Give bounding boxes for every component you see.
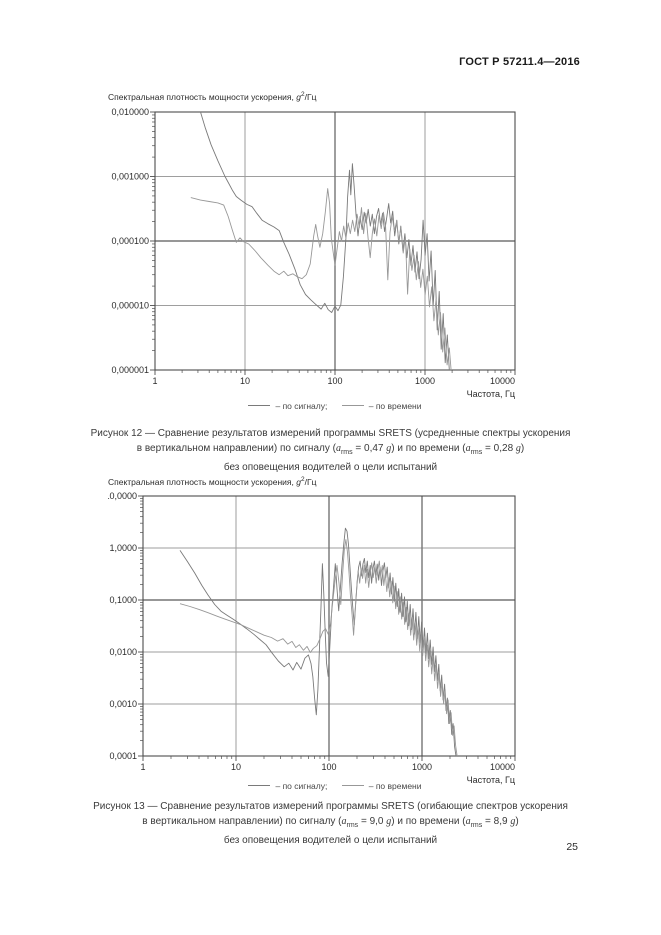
chart-title-figure-12: Спектральная плотность мощности ускорени… xyxy=(108,91,317,102)
chart-title-figure-13: Спектральная плотность мощности ускорени… xyxy=(108,476,317,487)
minor-ticks xyxy=(152,114,512,373)
caption-line-3: без оповещения водителей о цели испытани… xyxy=(223,462,438,473)
psd-chart-figure-12: 1 10 100 1000 10000 0,010000 0,001000 0,000100 0… xyxy=(111,107,516,399)
legend-label-signal: – по сигналу; xyxy=(275,401,328,411)
caption-line-1: Рисунок 13 — Сравнение результатов измер… xyxy=(93,801,568,812)
x-axis-label: Частота, Гц xyxy=(467,775,515,785)
series-line-signal xyxy=(179,527,457,757)
legend-label-time: – по времени xyxy=(368,401,422,411)
caption-figure-12: Рисунок 12 — Сравнение результатов измер… xyxy=(40,426,621,475)
legend-label-time: – по времени xyxy=(368,781,422,791)
tick-labels: 1 10 100 1000 10000 10,0000 1,0000 0,1000 0,0100… xyxy=(108,491,515,785)
svg-text:0,001000: 0,001000 xyxy=(111,172,149,182)
svg-text:10: 10 xyxy=(240,376,250,386)
legend-figure-12: – по сигналу; – по времени xyxy=(155,401,515,411)
caption-line-1: Рисунок 12 — Сравнение результатов измер… xyxy=(90,428,571,439)
svg-text:10000: 10000 xyxy=(490,762,515,772)
x-axis-label: Частота, Гц xyxy=(467,389,515,399)
svg-text:100: 100 xyxy=(321,762,336,772)
page-number: 25 xyxy=(566,841,578,853)
svg-text:1,0000: 1,0000 xyxy=(109,543,137,553)
legend-line-sample-signal xyxy=(248,785,271,786)
svg-text:0,0010: 0,0010 xyxy=(109,699,137,709)
svg-text:1000: 1000 xyxy=(412,762,432,772)
document-code: ГОСТ Р 57211.4—2016 xyxy=(459,56,580,68)
svg-text:10000: 10000 xyxy=(490,376,515,386)
series-line-time xyxy=(190,188,452,371)
svg-text:1: 1 xyxy=(152,376,157,386)
caption-line-2: в вертикальном направлении) по сигналу (… xyxy=(142,816,519,829)
legend-line-sample-time xyxy=(341,785,364,786)
svg-text:10,0000: 10,0000 xyxy=(108,491,137,501)
gridlines xyxy=(155,112,515,370)
svg-text:0,0100: 0,0100 xyxy=(109,647,137,657)
svg-text:1: 1 xyxy=(140,762,145,772)
svg-text:100: 100 xyxy=(327,376,342,386)
legend-line-sample-signal xyxy=(248,405,271,406)
svg-text:0,000010: 0,000010 xyxy=(111,301,149,311)
legend-line-sample-time xyxy=(341,405,364,406)
svg-text:1000: 1000 xyxy=(415,376,435,386)
svg-text:10: 10 xyxy=(231,762,241,772)
svg-text:0,0001: 0,0001 xyxy=(109,751,137,761)
gridlines xyxy=(143,496,515,756)
series-line-time xyxy=(179,539,458,757)
caption-line-2: в вертикальном направлении) по сигналу (… xyxy=(136,443,525,456)
svg-text:0,1000: 0,1000 xyxy=(109,595,137,605)
svg-text:0,010000: 0,010000 xyxy=(111,107,149,117)
tick-labels: 1 10 100 1000 10000 0,010000 0,001000 0,000100 0… xyxy=(111,107,515,399)
svg-text:0,000100: 0,000100 xyxy=(111,236,149,246)
caption-figure-13: Рисунок 13 — Сравнение результатов измер… xyxy=(40,799,621,848)
legend-label-signal: – по сигналу; xyxy=(275,781,328,791)
psd-chart-figure-13: 1 10 100 1000 10000 10,0000 1,0000 0,1000 0,0100… xyxy=(108,491,516,785)
svg-text:0,000001: 0,000001 xyxy=(111,365,149,375)
minor-ticks xyxy=(140,498,512,759)
caption-line-3: без оповещения водителей о цели испытани… xyxy=(223,835,438,846)
legend-figure-13: – по сигналу; – по времени xyxy=(155,781,515,791)
